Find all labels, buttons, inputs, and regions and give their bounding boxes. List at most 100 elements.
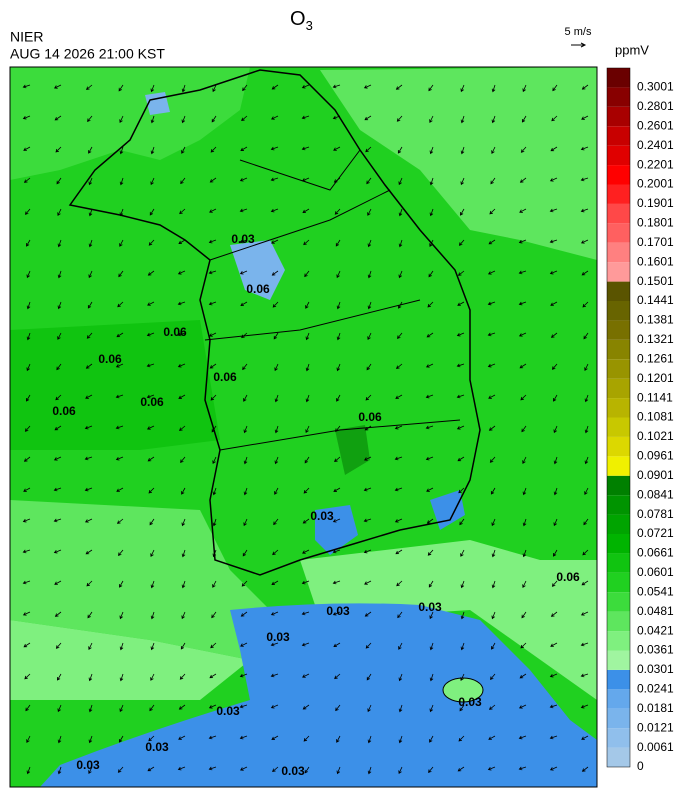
wind-arrow: [460, 642, 465, 651]
wind-arrow: [53, 518, 62, 523]
wind-arrow: [428, 84, 434, 92]
wind-arrow: [582, 549, 589, 556]
wind-arrow: [88, 177, 93, 186]
colorbar-label: 0: [637, 759, 644, 773]
wind-arrow: [333, 146, 341, 151]
wind-arrow: [458, 487, 465, 494]
wind-arrow: [489, 456, 496, 463]
wind-arrow: [272, 549, 279, 556]
colorbar-segment: [607, 553, 630, 573]
wind-arrow: [150, 146, 155, 155]
wind-arrow: [518, 270, 527, 275]
wind-arrow: [581, 115, 589, 120]
contour-label: 0.06: [213, 370, 237, 384]
wind-arrow: [210, 146, 217, 153]
wind-arrow: [519, 363, 527, 369]
wind-arrow: [553, 425, 558, 434]
wind-arrow: [429, 673, 434, 682]
wind-arrow: [522, 487, 527, 496]
wind-arrow: [333, 642, 341, 648]
wind-arrow: [488, 239, 496, 245]
wind-arrow: [242, 549, 248, 557]
wind-arrow: [334, 456, 341, 463]
wind-arrow: [522, 84, 527, 93]
wind-arrow: [181, 115, 186, 124]
wind-scale-arrow: [571, 42, 587, 48]
wind-arrow: [336, 270, 341, 279]
colorbar-label: 0.0601: [637, 565, 674, 579]
wind-arrow: [429, 208, 434, 217]
wind-arrow: [115, 425, 124, 430]
wind-arrow: [240, 146, 248, 151]
wind-arrow: [119, 642, 124, 651]
wind-arrow: [22, 611, 31, 616]
wind-arrow: [150, 673, 155, 681]
colorbar-label: 0.1601: [637, 254, 674, 268]
wind-arrow: [488, 704, 496, 710]
wind-arrow: [26, 270, 31, 279]
wind-arrow: [243, 425, 248, 434]
colorbar-segment: [607, 87, 630, 107]
wind-arrow: [208, 704, 217, 709]
colorbar-label: 0.0121: [637, 720, 674, 734]
wind-arrow: [240, 301, 248, 306]
wind-arrow: [272, 766, 279, 773]
low-ozone-area: [430, 490, 465, 530]
wind-arrow: [305, 332, 310, 341]
wind-arrow: [181, 84, 186, 93]
wind-arrow: [553, 487, 558, 496]
wind-arrow: [456, 332, 465, 337]
wind-arrow: [336, 332, 341, 341]
wind-arrow: [271, 115, 279, 120]
wind-arrow: [304, 766, 310, 774]
wind-arrow: [118, 84, 124, 92]
colorbar-label: 0.0421: [637, 623, 674, 637]
wind-arrow: [332, 518, 341, 523]
wind-arrow: [426, 332, 434, 338]
province-border: [204, 149, 461, 451]
wind-arrow: [178, 394, 186, 399]
wind-arrow: [551, 580, 558, 587]
wind-arrow: [518, 301, 527, 306]
wind-arrow: [398, 239, 403, 248]
wind-arrow: [580, 146, 589, 151]
colorbar-segment: [607, 572, 630, 593]
wind-arrow: [147, 270, 155, 276]
colorbar-label: 0.1321: [637, 332, 674, 346]
wind-arrow: [425, 394, 434, 399]
wind-arrow: [24, 425, 31, 432]
wind-arrow: [460, 115, 465, 124]
colorbar-label: 0.1141: [637, 390, 673, 404]
wind-arrow: [429, 611, 434, 620]
wind-arrow: [519, 673, 527, 679]
wind-arrow: [302, 518, 310, 524]
colorbar-label: 0.3001: [637, 80, 674, 94]
wind-arrow: [243, 487, 248, 496]
wind-arrow: [518, 704, 527, 709]
wind-arrow: [398, 766, 403, 775]
wind-arrow: [243, 518, 248, 527]
wind-arrow: [549, 673, 558, 678]
wind-arrow: [521, 611, 527, 619]
wind-arrow: [178, 239, 186, 245]
wind-arrow: [209, 177, 217, 183]
wind-arrow: [88, 766, 93, 774]
wind-arrow: [212, 580, 217, 588]
wind-arrow: [53, 487, 62, 492]
wind-arrow: [53, 84, 62, 89]
wind-arrow: [119, 146, 124, 155]
wind-arrow: [57, 766, 62, 775]
wind-arrow: [550, 301, 558, 306]
wind-arrow: [457, 766, 465, 772]
wind-arrow: [26, 735, 31, 743]
wind-arrow: [177, 270, 186, 275]
colorbar-segment: [607, 301, 630, 321]
wind-arrow: [549, 766, 558, 771]
wind-arrow: [520, 642, 527, 649]
colorbar-segment: [607, 495, 630, 515]
wind-arrow: [179, 208, 186, 215]
wind-arrow: [398, 673, 403, 682]
wind-arrow: [491, 611, 496, 620]
wind-arrow: [334, 208, 341, 215]
wind-arrow: [549, 239, 558, 244]
